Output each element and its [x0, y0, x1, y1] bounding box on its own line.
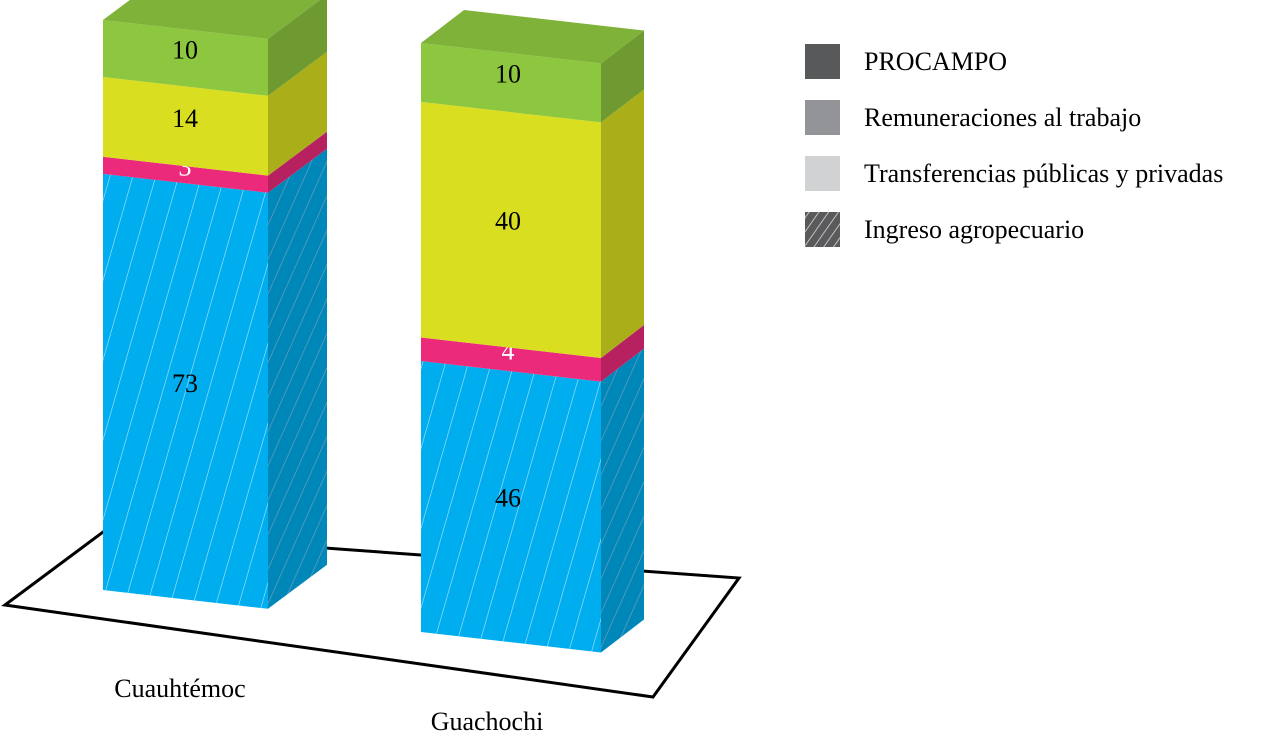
legend-swatch [805, 212, 840, 247]
legend-item: PROCAMPO [805, 44, 1007, 79]
legend-swatch [805, 44, 840, 79]
data-label: 46 [495, 484, 521, 513]
bar-segment-remuneraciones-al-trabajo [421, 101, 601, 359]
bar-side-face [601, 89, 644, 359]
bar-segment-remuneraciones-al-trabajo [103, 77, 268, 176]
bar-segment-transferencias-públicas-y-privadas [103, 156, 268, 193]
bar-hatch-side [268, 148, 327, 609]
bar-hatch-front [421, 361, 601, 653]
category-label: Guachochi [431, 707, 544, 736]
category-labels: Cuauhtémoc Guachochi [114, 674, 543, 736]
legend: PROCAMPO Remuneraciones al trabajo Transfe… [805, 44, 1223, 247]
legend-swatch [805, 156, 840, 191]
bar-side-face [268, 131, 327, 193]
bar-side-face [268, 0, 327, 96]
category-label: Cuauhtémoc [114, 674, 245, 703]
legend-item: Transferencias públicas y privadas [805, 156, 1223, 191]
bar-segment-transferencias-públicas-y-privadas [421, 337, 601, 382]
data-label: 14 [172, 104, 198, 133]
bar-segment-procampo [421, 43, 601, 123]
bar-hatch-front [103, 173, 268, 609]
legend-item: Ingreso agropecuario [805, 212, 1084, 247]
legend-label: Ingreso agropecuario [864, 215, 1084, 244]
bar-hatch-side [601, 348, 644, 653]
legend-item: Remuneraciones al trabajo [805, 100, 1141, 135]
legend-label: PROCAMPO [864, 47, 1007, 76]
bar-side-face [268, 51, 327, 176]
data-label: 10 [495, 59, 521, 88]
data-label: 73 [172, 369, 198, 398]
data-label: 40 [495, 207, 521, 236]
legend-swatch [805, 100, 840, 135]
bar-top-face [103, 0, 321, 39]
bar-side-face [601, 325, 644, 382]
bar-top-face [421, 10, 644, 64]
legend-label: Transferencias públicas y privadas [864, 159, 1223, 188]
bar-segment-procampo [103, 20, 268, 96]
legend-label: Remuneraciones al trabajo [864, 103, 1141, 132]
data-label: 10 [172, 36, 198, 65]
bar-side-face [601, 30, 644, 123]
